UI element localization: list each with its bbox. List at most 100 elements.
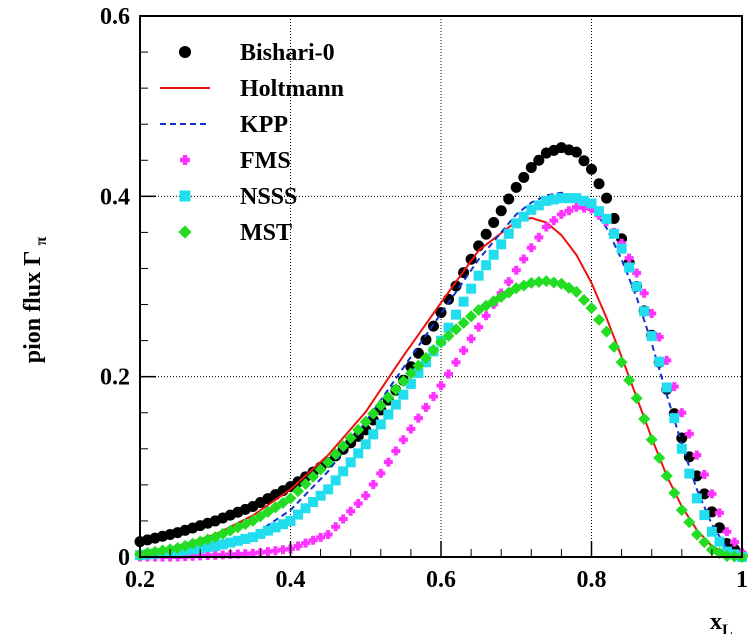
- x-tick-label: 0.6: [426, 567, 456, 593]
- data-point: [240, 549, 250, 559]
- data-point: [361, 491, 371, 501]
- data-point: [427, 344, 440, 357]
- data-point: [525, 276, 538, 289]
- data-point: [436, 381, 446, 391]
- data-point: [577, 294, 590, 307]
- data-point: [540, 275, 553, 288]
- data-point: [532, 275, 545, 288]
- data-point: [571, 193, 582, 204]
- data-point: [376, 468, 386, 478]
- data-point: [405, 378, 416, 389]
- data-point: [496, 239, 507, 250]
- data-point: [630, 392, 643, 405]
- data-point: [533, 154, 545, 166]
- series-nsss: [135, 193, 747, 562]
- data-point: [609, 228, 620, 239]
- data-point: [684, 468, 695, 479]
- data-point: [450, 323, 463, 336]
- data-point: [247, 532, 258, 543]
- legend-label: MST: [240, 220, 292, 246]
- data-point: [488, 216, 500, 228]
- data-point: [322, 456, 335, 469]
- data-point: [526, 204, 537, 215]
- legend-item: Holtmann: [160, 76, 344, 102]
- data-point: [404, 367, 417, 380]
- data-point: [518, 171, 530, 183]
- data-point: [662, 355, 672, 365]
- data-point: [593, 178, 605, 190]
- data-point: [466, 334, 476, 344]
- data-point: [661, 382, 672, 393]
- x-tick-label: 1: [736, 567, 748, 593]
- data-point: [481, 260, 492, 271]
- data-point: [246, 514, 259, 527]
- legend-item: FMS: [180, 148, 291, 174]
- data-point: [412, 359, 425, 372]
- data-point: [300, 503, 311, 514]
- series-mst: [134, 275, 748, 563]
- data-point: [284, 492, 297, 505]
- data-point: [330, 475, 341, 486]
- x-tick-label: 0.2: [125, 567, 155, 593]
- data-point: [420, 334, 432, 346]
- legend-item: Bishari-0: [178, 40, 335, 66]
- data-point: [218, 550, 228, 560]
- data-point: [623, 374, 636, 387]
- data-point: [382, 391, 395, 404]
- legend-item: MST: [178, 220, 292, 246]
- data-point: [570, 146, 582, 158]
- data-point: [397, 375, 410, 388]
- data-point: [368, 429, 379, 440]
- series-holtmann: [139, 216, 743, 558]
- data-point: [473, 270, 484, 281]
- data-point: [578, 155, 590, 167]
- data-point: [240, 533, 251, 544]
- data-point: [338, 466, 349, 477]
- data-point: [217, 539, 228, 550]
- data-point: [503, 193, 515, 205]
- data-point: [533, 200, 544, 211]
- data-point: [421, 402, 431, 412]
- data-point: [398, 435, 408, 445]
- data-point: [225, 537, 236, 548]
- data-point: [571, 202, 581, 212]
- legend: Bishari-0 Holtmann KPP FMS NSSS MST: [160, 40, 344, 246]
- legend-label: NSSS: [240, 184, 297, 210]
- data-point: [316, 532, 326, 542]
- data-point: [481, 311, 491, 321]
- data-point: [474, 322, 484, 332]
- series-line: [139, 216, 743, 558]
- data-point: [465, 310, 478, 323]
- data-point: [631, 281, 642, 292]
- data-point: [646, 331, 657, 342]
- data-point: [549, 216, 559, 226]
- data-point: [675, 504, 688, 517]
- data-point: [593, 313, 606, 326]
- data-point: [360, 439, 371, 450]
- x-axis-label: xL: [710, 609, 733, 634]
- data-point: [451, 309, 462, 320]
- data-point: [413, 413, 423, 423]
- data-point: [639, 306, 650, 317]
- data-point: [495, 205, 507, 217]
- data-point: [645, 433, 658, 446]
- data-point: [398, 389, 409, 400]
- data-point: [270, 546, 280, 556]
- data-point: [353, 448, 364, 459]
- data-point: [669, 382, 679, 392]
- data-point: [548, 194, 559, 205]
- data-point: [519, 254, 529, 264]
- data-point: [344, 431, 357, 444]
- data-point: [307, 470, 320, 483]
- legend-swatch: [178, 225, 192, 239]
- data-point: [278, 545, 288, 555]
- data-point: [299, 477, 312, 490]
- data-point: [419, 351, 432, 364]
- data-point: [683, 451, 695, 463]
- data-point: [525, 161, 537, 173]
- data-point: [383, 409, 394, 420]
- data-point: [692, 450, 702, 460]
- data-point: [504, 277, 514, 287]
- data-point: [668, 486, 681, 499]
- data-point: [608, 340, 621, 353]
